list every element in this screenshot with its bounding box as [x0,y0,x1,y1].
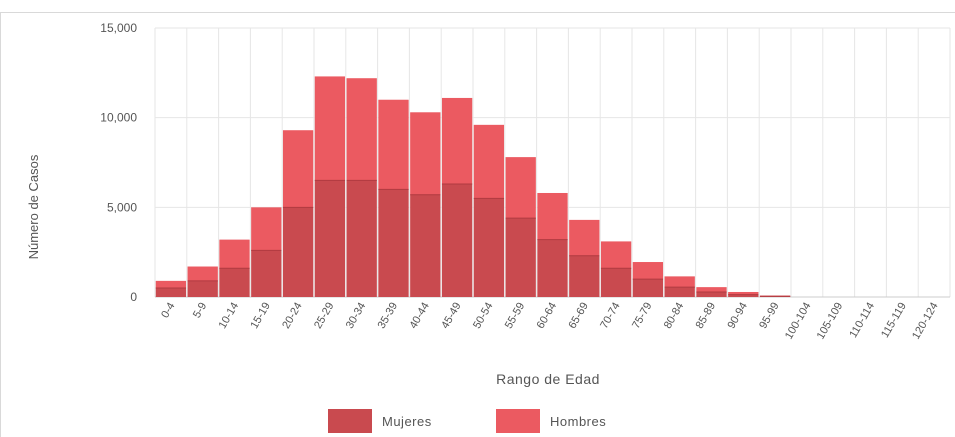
bar-mujeres-70-74[interactable] [600,268,632,297]
bar-hombres-30-34[interactable] [346,78,377,181]
bar-mujeres-40-44[interactable] [410,194,441,297]
legend-label-mujeres: Mujeres [382,413,432,429]
y-tick-label: 0 [130,290,137,304]
bar-hombres-15-19[interactable] [251,207,282,251]
legend-swatch-mujeres [328,409,372,433]
bar-hombres-70-74[interactable] [600,241,632,269]
bar-hombres-45-49[interactable] [441,97,473,185]
x-tick-label: 30-34 [344,301,368,331]
bar-hombres-10-14[interactable] [219,239,250,269]
x-tick-label: 65-69 [566,301,590,331]
x-tick-label: 20-24 [280,301,304,331]
bar-mujeres-5-9[interactable] [187,280,218,297]
bar-mujeres-30-34[interactable] [346,180,377,297]
bar-hombres-55-59[interactable] [505,157,536,219]
x-tick-label: 120-124 [910,301,941,342]
legend-item-mujeres[interactable]: Mujeres [328,408,432,434]
bar-mujeres-45-49[interactable] [441,184,473,297]
x-tick-label: 40-44 [407,301,431,331]
x-tick-label: 5-9 [191,301,209,321]
bar-hombres-65-69[interactable] [569,219,600,256]
legend-swatch-hombres [496,409,540,433]
x-tick-label: 115-119 [879,301,909,341]
y-tick-label: 15,000 [100,21,137,35]
x-tick-label: 0-4 [159,301,177,321]
bar-mujeres-0-4[interactable] [155,288,187,297]
y-axis-title: Número de Casos [26,154,41,259]
bar-mujeres-50-54[interactable] [473,198,505,297]
x-tick-label: 75-79 [630,301,654,331]
bar-hombres-25-29[interactable] [314,76,346,181]
bar-hombres-0-4[interactable] [155,280,187,289]
x-tick-label: 70-74 [598,301,622,331]
left-border [0,12,1,437]
gridlines [154,27,951,298]
x-tick-label: 45-49 [439,301,463,331]
bars [155,76,791,297]
x-tick-label: 55-59 [503,301,527,331]
top-border [0,12,955,13]
x-tick-label: 35-39 [376,301,400,331]
bar-chart: 0 5,000 10,000 15,000 0-4 5-9 10-14 15-19 20-24 2… [26,21,951,387]
x-tick-label: 90-94 [725,301,749,331]
y-tick-label: 10,000 [100,111,137,125]
bar-mujeres-90-94[interactable] [728,294,759,297]
x-tick-label: 50-54 [471,301,495,331]
x-tick-label: 60-64 [535,301,559,331]
x-tick-label: 110-114 [847,301,877,341]
x-tick-label: 25-29 [312,301,336,331]
x-tick-label: 105-109 [815,301,846,342]
bar-hombres-5-9[interactable] [187,266,218,281]
x-tick-label: 100-104 [783,301,814,342]
x-tick-label: 10-14 [217,301,241,331]
bar-mujeres-60-64[interactable] [537,239,568,297]
bar-mujeres-75-79[interactable] [632,279,664,297]
legend: Mujeres Hombres [0,408,955,434]
bar-mujeres-20-24[interactable] [282,207,314,297]
legend-label-hombres: Hombres [550,413,607,429]
bar-mujeres-65-69[interactable] [569,255,600,297]
bar-mujeres-35-39[interactable] [378,189,409,297]
x-tick-label: 80-84 [662,301,686,331]
legend-item-hombres[interactable]: Hombres [496,408,606,434]
bar-hombres-75-79[interactable] [632,262,664,280]
bar-hombres-50-54[interactable] [473,124,505,199]
bar-mujeres-15-19[interactable] [251,250,282,297]
y-tick-label: 5,000 [107,200,137,214]
bar-hombres-85-89[interactable] [696,287,727,292]
bar-hombres-40-44[interactable] [410,112,441,195]
bar-hombres-90-94[interactable] [728,291,759,295]
bar-mujeres-55-59[interactable] [505,218,536,297]
x-tick-label: 15-19 [248,301,272,331]
bar-mujeres-10-14[interactable] [219,268,250,297]
bar-mujeres-80-84[interactable] [664,287,695,297]
bar-hombres-60-64[interactable] [537,192,568,240]
x-tick-label: 85-89 [694,301,718,331]
x-axis-title: Rango de Edad [496,371,600,387]
bar-mujeres-25-29[interactable] [314,180,346,297]
bar-hombres-80-84[interactable] [664,276,695,288]
x-tick-label: 95-99 [757,301,781,331]
bar-mujeres-85-89[interactable] [696,291,727,297]
bar-hombres-20-24[interactable] [282,130,314,208]
bar-hombres-35-39[interactable] [378,99,409,190]
